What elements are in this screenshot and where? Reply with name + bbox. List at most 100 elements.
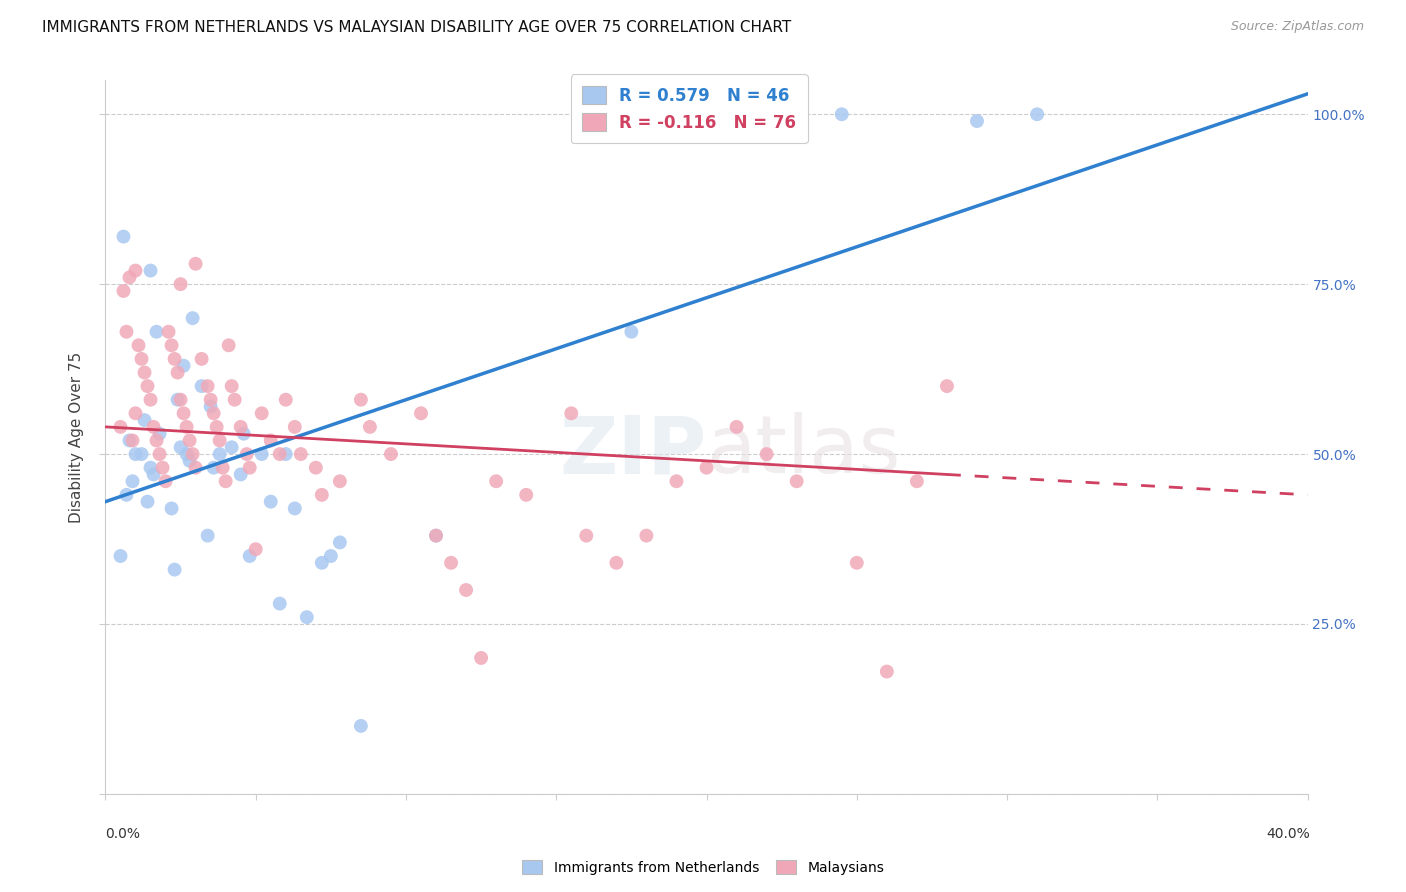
- Point: [184, 460, 207, 475]
- Point: [485, 475, 508, 489]
- Point: [134, 366, 156, 380]
- Text: IMMIGRANTS FROM NETHERLANDS VS MALAYSIAN DISABILITY AGE OVER 75 CORRELATION CHAR: IMMIGRANTS FROM NETHERLANDS VS MALAYSIAN…: [42, 20, 792, 35]
- Point: [139, 263, 162, 277]
- Point: [148, 447, 170, 461]
- Point: [115, 488, 138, 502]
- Point: [319, 549, 342, 563]
- Point: [176, 447, 198, 461]
- Point: [350, 392, 373, 407]
- Point: [163, 563, 186, 577]
- Point: [152, 460, 174, 475]
- Point: [311, 556, 333, 570]
- Text: Source: ZipAtlas.com: Source: ZipAtlas.com: [1230, 20, 1364, 33]
- Point: [197, 528, 219, 542]
- Text: ZIP: ZIP: [560, 412, 707, 491]
- Point: [145, 325, 167, 339]
- Point: [124, 263, 146, 277]
- Point: [115, 325, 138, 339]
- Point: [229, 467, 252, 482]
- Point: [560, 406, 582, 420]
- Point: [311, 488, 333, 502]
- Point: [110, 420, 132, 434]
- Point: [620, 325, 643, 339]
- Point: [284, 420, 307, 434]
- Point: [145, 434, 167, 448]
- Point: [605, 556, 627, 570]
- Point: [284, 501, 307, 516]
- Point: [221, 379, 243, 393]
- Legend: R = 0.579   N = 46, R = -0.116   N = 76: R = 0.579 N = 46, R = -0.116 N = 76: [571, 74, 807, 144]
- Point: [173, 359, 195, 373]
- Point: [218, 338, 240, 352]
- Text: 40.0%: 40.0%: [1267, 827, 1310, 841]
- Point: [786, 475, 808, 489]
- Point: [128, 338, 150, 352]
- Point: [163, 351, 186, 366]
- Point: [425, 528, 447, 542]
- Point: [250, 447, 273, 461]
- Point: [1026, 107, 1049, 121]
- Point: [831, 107, 853, 121]
- Point: [200, 400, 222, 414]
- Point: [202, 406, 225, 420]
- Point: [260, 434, 283, 448]
- Point: [169, 277, 191, 292]
- Text: atlas: atlas: [707, 412, 901, 491]
- Point: [440, 556, 463, 570]
- Point: [121, 434, 143, 448]
- Point: [235, 447, 257, 461]
- Point: [197, 379, 219, 393]
- Point: [229, 420, 252, 434]
- Point: [169, 392, 191, 407]
- Point: [179, 454, 201, 468]
- Point: [112, 284, 135, 298]
- Point: [118, 434, 141, 448]
- Point: [190, 379, 212, 393]
- Point: [232, 426, 254, 441]
- Point: [124, 406, 146, 420]
- Legend: Immigrants from Netherlands, Malaysians: Immigrants from Netherlands, Malaysians: [516, 855, 890, 880]
- Point: [131, 351, 153, 366]
- Point: [200, 392, 222, 407]
- Point: [239, 549, 262, 563]
- Point: [155, 475, 177, 489]
- Point: [380, 447, 402, 461]
- Y-axis label: Disability Age Over 75: Disability Age Over 75: [69, 351, 84, 523]
- Point: [274, 392, 297, 407]
- Point: [636, 528, 658, 542]
- Point: [936, 379, 959, 393]
- Point: [148, 426, 170, 441]
- Point: [176, 420, 198, 434]
- Point: [966, 114, 988, 128]
- Point: [269, 447, 291, 461]
- Point: [515, 488, 537, 502]
- Point: [134, 413, 156, 427]
- Point: [245, 542, 267, 557]
- Point: [214, 475, 236, 489]
- Point: [359, 420, 381, 434]
- Point: [142, 467, 165, 482]
- Point: [121, 475, 143, 489]
- Point: [250, 406, 273, 420]
- Point: [136, 494, 159, 508]
- Point: [166, 392, 188, 407]
- Point: [575, 528, 598, 542]
- Point: [274, 447, 297, 461]
- Point: [136, 379, 159, 393]
- Point: [139, 392, 162, 407]
- Point: [456, 582, 478, 597]
- Point: [224, 392, 246, 407]
- Point: [290, 447, 312, 461]
- Point: [139, 460, 162, 475]
- Point: [160, 501, 183, 516]
- Point: [696, 460, 718, 475]
- Point: [205, 420, 228, 434]
- Point: [184, 257, 207, 271]
- Point: [173, 406, 195, 420]
- Point: [131, 447, 153, 461]
- Point: [202, 460, 225, 475]
- Point: [239, 460, 262, 475]
- Point: [221, 440, 243, 454]
- Point: [157, 325, 180, 339]
- Point: [190, 351, 212, 366]
